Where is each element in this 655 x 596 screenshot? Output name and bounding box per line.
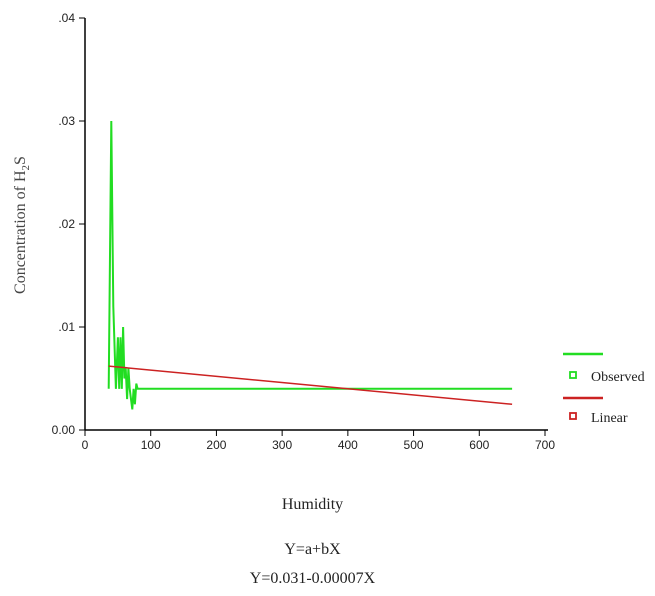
y-axis-title-main: Concentration of H [12,170,29,294]
y-tick-label: .03 [58,114,75,128]
y-tick-label: .04 [58,11,75,25]
linear-series-line [108,365,513,406]
equation-fitted: Y=0.031-0.00007X [249,570,376,587]
legend-linear-marker [569,412,577,420]
equation-general: Y=a+bX [284,541,341,558]
chart: 0 100 200 300 400 500 600 700 0.00.01.02.03.04 … [12,11,645,452]
legend-observed-marker [569,371,577,379]
x-tick-label: 200 [206,438,226,452]
x-tick-label: 600 [469,438,489,452]
y-axis-title-end: S [12,156,29,165]
y-tick-label: .01 [58,320,75,334]
y-axis-title-subscript: 2 [20,165,32,171]
x-tick-label: 500 [404,438,424,452]
x-tick-label: 300 [272,438,292,452]
x-tick-label: 100 [141,438,161,452]
y-ticks: 0.00 .01 .02 .03 .04 [52,11,85,437]
legend-linear-label: Linear [591,411,628,426]
observed-series-line [107,120,513,410]
y-axis-title: Concentration of H2S [12,156,32,294]
x-tick-label: 700 [535,438,555,452]
y-tick-label: .02 [58,217,75,231]
x-tick-label: 0 [82,438,89,452]
legend-observed-label: Observed [591,370,645,385]
legend: Observed Linear [563,352,645,426]
y-tick-label: 0.00 [52,423,76,437]
x-tick-label: 400 [338,438,358,452]
x-axis-title: Humidity [281,496,344,513]
x-ticks: 0 100 200 300 400 500 600 700 [82,430,555,452]
